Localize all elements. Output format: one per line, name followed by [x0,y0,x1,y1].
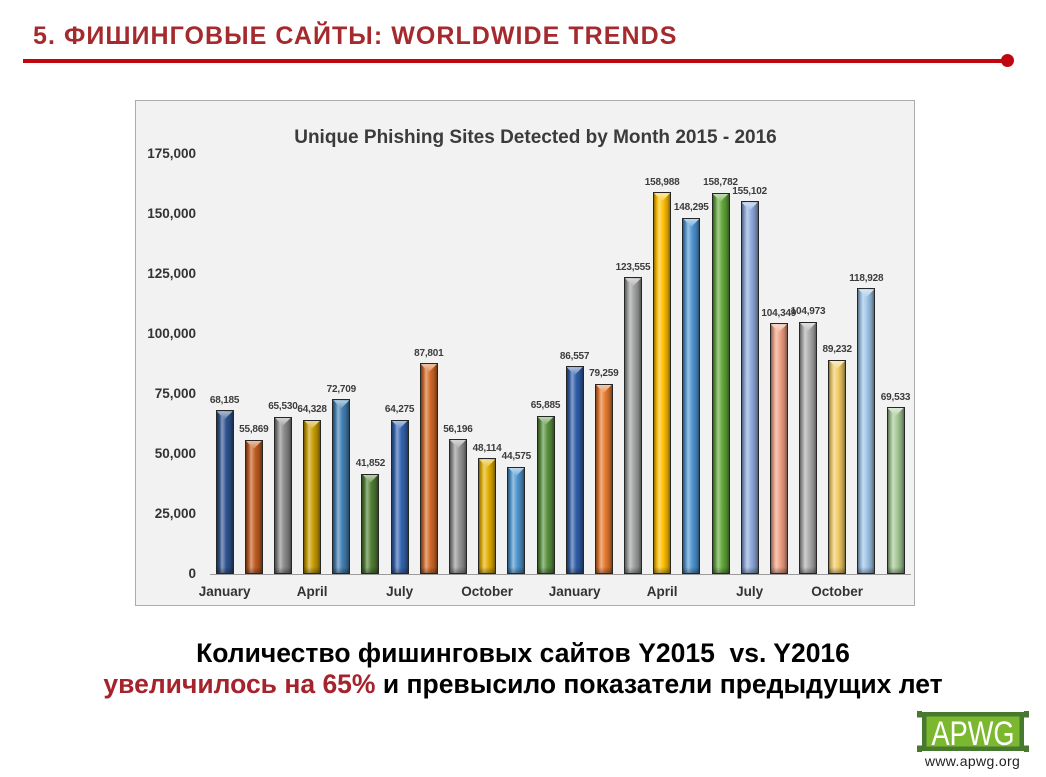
svg-text:APWG: APWG [932,715,1015,752]
